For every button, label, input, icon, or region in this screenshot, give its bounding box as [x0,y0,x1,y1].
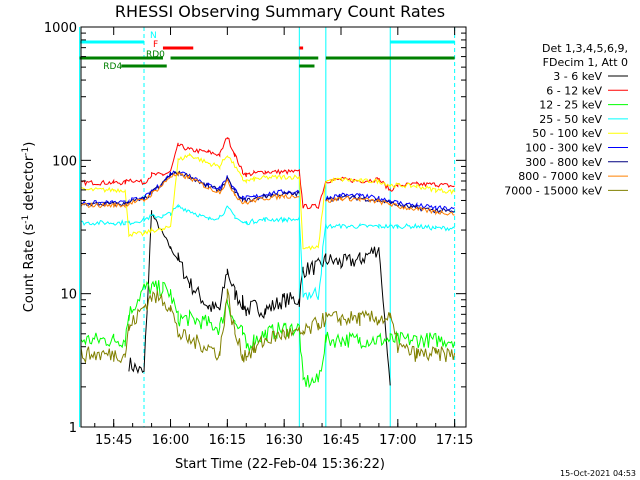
legend-header-line-2: FDecim 1, Att 0 [543,56,628,69]
legend: Det 1,3,4,5,6,9, FDecim 1, Att 0 3 - 6 k… [504,42,628,197]
legend-label-300-800-kev: 300 - 800 keV [525,156,602,169]
flag-label-f: F [153,40,158,50]
y-tick-label: 10 [60,288,77,303]
plot-frame [80,26,467,428]
legend-label-7000-15000-kev: 7000 - 15000 keV [504,184,602,197]
y-tick-label: 1 [69,421,77,436]
series-line-100-300-kev [81,170,455,211]
x-tick-label: 17:15 [436,433,473,448]
legend-label-50-100-kev: 50 - 100 keV [532,127,602,140]
legend-label-3-6-kev: 3 - 6 keV [553,70,602,83]
series-line-3-6-kev [128,210,391,386]
series-line-7000-15000-kev [81,288,456,364]
series-line-800-7000-kev [81,170,455,216]
x-tick-label: 16:45 [322,433,359,448]
series-line-12-25-kev [81,280,456,389]
y-tick-label: 1000 [44,21,77,36]
legend-label-800-7000-kev: 800 - 7000 keV [518,170,602,183]
legend-label-25-50-kev: 25 - 50 keV [539,113,602,126]
x-axis: 15:45 16:00 16:15 16:30 16:45 17:00 17:15 [94,27,473,448]
series-line-50-100-kev [81,152,456,251]
legend-label-12-25-kev: 12 - 25 keV [539,99,602,112]
x-axis-label: Start Time (22-Feb-04 15:36:22) [175,457,385,472]
legend-label-100-300-kev: 100 - 300 keV [525,142,602,155]
y-tick-label: 100 [52,154,77,169]
y-axis-label: Count Rate (s-1 detector-1) [21,142,37,313]
flag-label-rd4: RD4 [103,62,122,72]
flag-label-rd0: RD0 [146,50,165,60]
generation-timestamp: 15-Oct-2021 04:53 [560,469,636,478]
legend-header-line-1: Det 1,3,4,5,6,9, [542,42,628,55]
y-axis: 1 10 100 1000 [44,21,466,436]
series-line-25-50-kev [81,203,455,300]
series-line-6-12-kev [81,137,455,210]
x-tick-label: 16:00 [152,433,189,448]
x-tick-label: 16:30 [265,433,302,448]
x-tick-label: 17:00 [379,433,416,448]
x-tick-label: 16:15 [209,433,246,448]
chart-title: RHESSI Observing Summary Count Rates [115,2,445,21]
series-layer [81,137,456,389]
flag-label-n: N [150,31,157,41]
legend-label-6-12-kev: 6 - 12 keV [546,84,602,97]
x-tick-label: 15:45 [95,433,132,448]
